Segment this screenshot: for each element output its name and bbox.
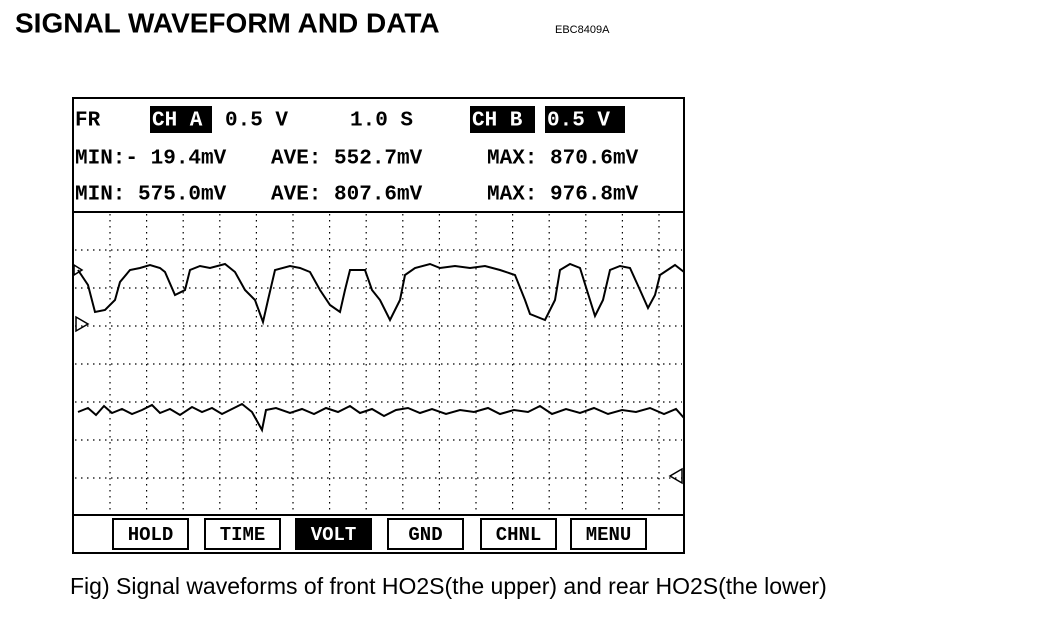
grid <box>75 214 682 513</box>
button-label: CHNL <box>496 524 542 546</box>
button-label: MENU <box>586 524 632 546</box>
screen-frame <box>72 97 685 554</box>
highlight <box>470 106 535 133</box>
figure-code: EBC8409A <box>555 24 610 36</box>
button-label: TIME <box>220 524 266 546</box>
button-frame <box>295 518 372 550</box>
status-label: FR <box>75 110 101 133</box>
status-label: 0.5 V <box>225 110 288 133</box>
button-frame <box>112 518 189 550</box>
button-frame <box>480 518 557 550</box>
status-label: CH A <box>152 110 203 133</box>
marker <box>75 315 90 333</box>
status-label: CH B <box>472 110 523 133</box>
reading: MAX: 870.6mV <box>487 148 639 171</box>
reading: AVE: 552.7mV <box>271 148 423 171</box>
highlight <box>545 106 625 133</box>
marker <box>73 263 84 277</box>
scope-screen: FR CH A 0.5 V 1.0 S CH B 0.5 V MIN:- 19.… <box>72 97 685 554</box>
reading: MIN: 575.0mV <box>75 184 227 207</box>
button-frame <box>570 518 647 550</box>
status-label: 1.0 S <box>350 110 413 133</box>
reading: MAX: 976.8mV <box>487 184 639 207</box>
caption: Fig) Signal waveforms of front HO2S(the … <box>70 573 827 599</box>
button-label: GND <box>408 524 442 546</box>
button-frame <box>387 518 464 550</box>
marker <box>668 467 683 485</box>
reading: MIN:- 19.4mV <box>75 148 227 171</box>
title: SIGNAL WAVEFORM AND DATA <box>15 7 440 38</box>
button-label: HOLD <box>128 524 174 546</box>
status-label: 0.5 V <box>547 110 610 133</box>
button-label: VOLT <box>311 524 357 546</box>
front-waveform <box>77 262 685 326</box>
reading: AVE: 807.6mV <box>271 184 423 207</box>
rear-waveform <box>77 402 685 433</box>
highlight <box>150 106 212 133</box>
button-frame <box>204 518 281 550</box>
button-row: HOLD TIME VOLT GND CHNL MENU <box>112 518 647 550</box>
